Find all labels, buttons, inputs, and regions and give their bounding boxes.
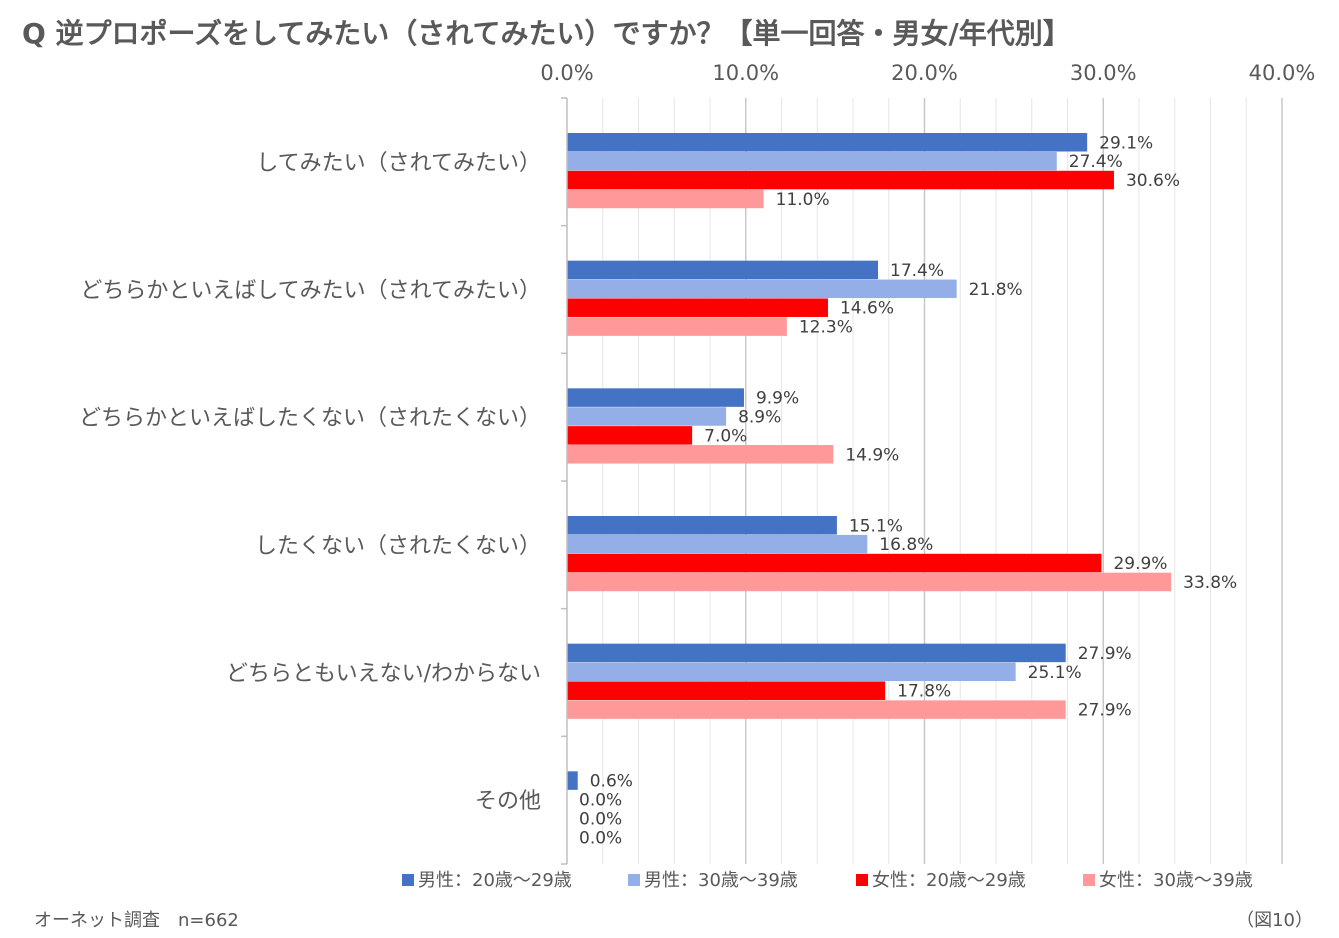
bar (567, 133, 1088, 152)
x-tick-label: 40.0% (1249, 61, 1316, 85)
category-labels: してみたい（されてみたい） どちらかといえばしてみたい（されてみたい） どちらかとい… (79, 151, 541, 814)
chart-title: Q 逆プロポーズをしてみたい（されてみたい）ですか？【単一回答・男女/年代別】 (22, 17, 1071, 50)
data-label: 27.4% (1069, 152, 1123, 172)
bar (567, 426, 693, 445)
legend-swatch (856, 874, 868, 886)
data-label: 27.9% (1078, 644, 1132, 664)
data-label: 21.8% (969, 280, 1023, 300)
bar (567, 516, 837, 535)
legend-label: 男性：20歳～29歳 (418, 870, 572, 891)
data-label: 30.6% (1126, 171, 1180, 191)
category-label: してみたい（されてみたい） (256, 151, 541, 176)
data-label: 11.0% (776, 190, 830, 210)
category-label: どちらともいえない/わからない (226, 662, 541, 687)
data-label: 0.6% (590, 772, 633, 792)
bar (567, 553, 1102, 573)
bars (567, 133, 1172, 790)
bar (567, 572, 1172, 592)
legend-label: 女性：30歳～39歳 (1099, 870, 1253, 891)
category-label: どちらかといえばしたくない（されたくない） (79, 406, 541, 431)
category-label: その他 (475, 789, 541, 814)
bar (567, 189, 764, 209)
x-tick-label: 20.0% (891, 61, 958, 85)
bar (567, 388, 744, 407)
legend: 男性：20歳～29歳 男性：30歳～39歳 女性：20歳～29歳 女性：30歳～39歳 (402, 870, 1253, 891)
data-label: 16.8% (879, 535, 933, 555)
data-labels: 29.1%27.4%30.6% 11.0% 17.4% 21.8% 14.6%12.3%… (579, 133, 1237, 848)
bar (567, 681, 886, 700)
bar (567, 445, 834, 464)
data-label: 15.1% (849, 516, 903, 536)
figure-number: （図10） (1236, 910, 1313, 931)
bar (567, 407, 727, 426)
data-label: 12.3% (799, 318, 853, 338)
category-label: したくない（されたくない） (255, 534, 541, 559)
data-label: 0.0% (579, 809, 622, 829)
data-label: 14.9% (845, 445, 899, 465)
data-label: 9.9% (756, 389, 799, 409)
x-tick-label: 0.0% (540, 61, 593, 85)
x-tick-label: 10.0% (712, 61, 779, 85)
bar (567, 260, 879, 280)
data-label: 25.1% (1028, 663, 1082, 683)
bar (567, 151, 1057, 171)
legend-swatch (1083, 874, 1095, 886)
bar (567, 534, 868, 554)
x-axis-ticks: 0.0% 10.0% 20.0% 30.0% 40.0% (540, 61, 1315, 85)
data-label: 17.8% (897, 682, 951, 702)
data-label: 33.8% (1183, 573, 1237, 593)
source-note: オーネット調査 n=662 (34, 910, 239, 931)
bar (567, 298, 828, 317)
category-axis (561, 97, 568, 865)
data-label: 0.0% (579, 828, 622, 848)
bar (567, 700, 1066, 719)
x-tick-label: 30.0% (1070, 61, 1137, 85)
legend-label: 女性：20歳～29歳 (872, 870, 1026, 891)
data-label: 29.1% (1099, 133, 1153, 153)
data-label: 29.9% (1113, 554, 1167, 574)
bar (567, 662, 1016, 682)
data-label: 27.9% (1078, 701, 1132, 721)
data-label: 0.0% (579, 790, 622, 810)
bar (567, 643, 1066, 663)
legend-swatch (628, 874, 640, 886)
bar (567, 279, 957, 299)
bar (567, 771, 578, 790)
data-label: 8.9% (738, 407, 781, 427)
gridlines (602, 98, 1283, 864)
data-label: 17.4% (890, 261, 944, 281)
data-label: 14.6% (840, 299, 894, 319)
bar (567, 317, 787, 336)
bar (567, 170, 1114, 190)
legend-swatch (402, 874, 414, 886)
legend-label: 男性：30歳～39歳 (644, 870, 798, 891)
category-label: どちらかといえばしてみたい（されてみたい） (80, 279, 541, 304)
data-label: 7.0% (704, 426, 747, 446)
